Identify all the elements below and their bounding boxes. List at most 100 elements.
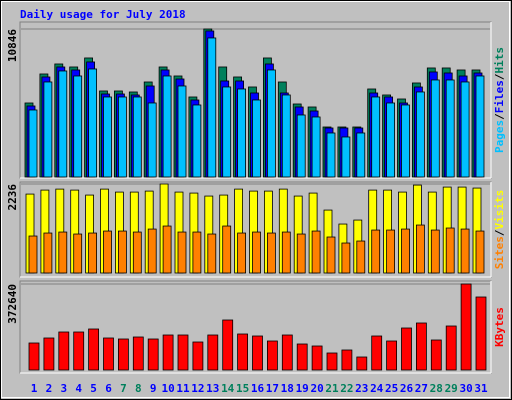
- bar: [460, 81, 470, 178]
- x-tick-label: 22: [340, 382, 353, 395]
- bar: [58, 70, 68, 178]
- bar: [371, 335, 383, 371]
- x-tick-label: 18: [281, 382, 294, 395]
- bar: [162, 334, 174, 371]
- x-tick-label: 5: [90, 382, 97, 395]
- bar: [371, 96, 381, 178]
- bar: [311, 345, 323, 371]
- bar: [296, 114, 306, 178]
- bar: [281, 94, 291, 178]
- bar: [445, 227, 455, 274]
- legend-entry: Visits: [493, 190, 506, 230]
- bar: [222, 225, 232, 274]
- bar: [103, 337, 114, 371]
- x-tick-label: 10: [161, 382, 174, 395]
- bar: [132, 336, 144, 371]
- bar: [356, 240, 366, 274]
- bar: [88, 68, 97, 178]
- bar: [132, 231, 142, 274]
- bar: [73, 331, 85, 371]
- bar: [326, 352, 338, 371]
- bar: [118, 338, 129, 371]
- bar: [445, 325, 457, 371]
- legend: Sites/Visits: [493, 190, 506, 270]
- bar: [296, 233, 306, 274]
- legend-entry: KBytes: [493, 307, 506, 347]
- bar: [118, 96, 127, 178]
- bar: [28, 342, 40, 371]
- bar: [28, 109, 38, 178]
- x-tick-label: 16: [251, 382, 265, 395]
- bar: [296, 343, 308, 371]
- bar: [401, 228, 410, 274]
- bar: [237, 88, 247, 178]
- bar: [147, 338, 159, 371]
- bar: [252, 335, 263, 371]
- bar: [73, 233, 83, 274]
- x-tick-label: 26: [400, 382, 414, 395]
- bar: [58, 231, 68, 274]
- x-tick-label: 29: [445, 382, 458, 395]
- bar: [311, 116, 321, 178]
- bar: [73, 75, 83, 178]
- bar: [415, 91, 425, 178]
- x-tick-label: 9: [150, 382, 157, 395]
- bar: [356, 132, 366, 178]
- legend-entry: Files: [493, 80, 506, 113]
- bar: [192, 341, 204, 371]
- x-tick-label: 1: [31, 382, 38, 395]
- legend-separator: /: [493, 229, 506, 236]
- bar: [103, 230, 112, 274]
- legend-entry: Hits: [493, 47, 506, 74]
- legend: KBytes: [493, 307, 506, 347]
- bar: [162, 75, 172, 178]
- x-tick-label: 21: [325, 382, 339, 395]
- x-tick-label: 12: [191, 382, 204, 395]
- bar: [118, 230, 127, 274]
- bar: [237, 333, 249, 371]
- bar: [147, 102, 157, 178]
- bar: [222, 86, 232, 178]
- bar: [207, 334, 219, 371]
- x-tick-label: 6: [105, 382, 112, 395]
- bar: [252, 99, 261, 178]
- bar: [356, 356, 368, 371]
- bar: [460, 228, 470, 274]
- x-tick-label: 11: [176, 382, 190, 395]
- bar: [341, 349, 353, 371]
- bar: [326, 236, 336, 274]
- x-tick-label: 28: [430, 382, 443, 395]
- bar: [177, 231, 187, 274]
- bar: [222, 319, 234, 371]
- y-tick-label: 2236: [6, 184, 19, 211]
- y-tick-label: 372640: [6, 284, 19, 324]
- bar: [311, 230, 321, 274]
- bar: [192, 104, 202, 178]
- bar: [252, 231, 261, 274]
- bar: [28, 235, 38, 274]
- bar: [177, 334, 189, 371]
- x-tick-label: 23: [355, 382, 368, 395]
- bar: [147, 228, 157, 274]
- legend-entry: Sites: [493, 236, 506, 269]
- bar: [192, 231, 202, 274]
- bar: [266, 340, 278, 371]
- x-tick-label: 25: [385, 382, 398, 395]
- bar: [177, 85, 187, 178]
- bar: [132, 96, 142, 178]
- bar: [341, 136, 351, 178]
- legend: Pages/Files/Hits: [493, 47, 506, 153]
- bar: [415, 224, 425, 274]
- bar: [207, 37, 217, 178]
- bar: [386, 340, 398, 371]
- x-tick-label: 17: [266, 382, 279, 395]
- bar: [386, 229, 396, 274]
- x-tick-label: 3: [60, 382, 67, 395]
- x-tick-label: 4: [75, 382, 82, 395]
- bar: [475, 296, 487, 371]
- x-tick-label: 7: [120, 382, 127, 395]
- legend-entry: Pages: [493, 120, 506, 153]
- x-tick-label: 19: [296, 382, 309, 395]
- x-tick-label: 30: [459, 382, 472, 395]
